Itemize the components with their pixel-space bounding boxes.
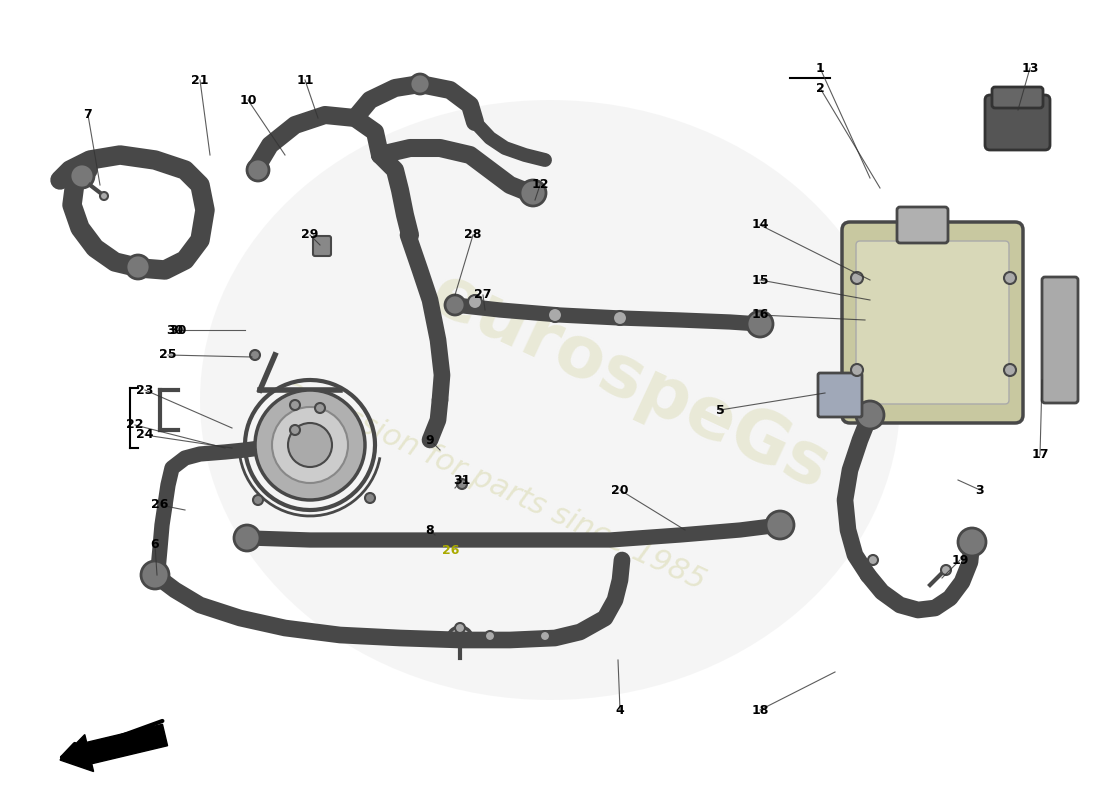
Ellipse shape <box>200 100 900 700</box>
Circle shape <box>856 401 884 429</box>
Circle shape <box>100 192 108 200</box>
FancyBboxPatch shape <box>1042 277 1078 403</box>
FancyBboxPatch shape <box>818 373 862 417</box>
Circle shape <box>288 423 332 467</box>
Text: 7: 7 <box>84 109 92 122</box>
Text: 30: 30 <box>166 323 184 337</box>
Circle shape <box>613 311 627 325</box>
Text: 25: 25 <box>160 349 177 362</box>
Text: 10: 10 <box>240 94 256 106</box>
Circle shape <box>290 400 300 410</box>
Text: eurospeGs: eurospeGs <box>420 260 840 505</box>
Circle shape <box>455 623 465 633</box>
Circle shape <box>1004 364 1016 376</box>
Circle shape <box>868 555 878 565</box>
Circle shape <box>548 308 562 322</box>
Circle shape <box>446 295 465 315</box>
FancyBboxPatch shape <box>842 222 1023 423</box>
Circle shape <box>250 350 260 360</box>
Text: 22: 22 <box>126 418 144 431</box>
Text: 13: 13 <box>1021 62 1038 74</box>
Text: 27: 27 <box>474 289 492 302</box>
Circle shape <box>70 164 94 188</box>
Text: 28: 28 <box>464 229 482 242</box>
Circle shape <box>141 561 169 589</box>
Circle shape <box>253 495 263 505</box>
Text: 23: 23 <box>136 383 154 397</box>
Circle shape <box>255 390 365 500</box>
Text: 3: 3 <box>976 483 984 497</box>
Text: 9: 9 <box>426 434 434 446</box>
Circle shape <box>766 511 794 539</box>
Circle shape <box>468 295 482 309</box>
Text: 5: 5 <box>716 403 725 417</box>
Text: 26: 26 <box>152 498 168 511</box>
FancyArrow shape <box>60 724 167 771</box>
FancyBboxPatch shape <box>984 95 1050 150</box>
Circle shape <box>410 74 430 94</box>
Circle shape <box>272 407 348 483</box>
Circle shape <box>851 272 864 284</box>
Text: 31: 31 <box>453 474 471 486</box>
Circle shape <box>851 364 864 376</box>
Text: 11: 11 <box>296 74 314 86</box>
Text: 12: 12 <box>531 178 549 191</box>
Circle shape <box>248 159 270 181</box>
Text: 1: 1 <box>815 62 824 74</box>
Text: 14: 14 <box>751 218 769 231</box>
Circle shape <box>126 255 150 279</box>
Circle shape <box>540 631 550 641</box>
Text: 15: 15 <box>751 274 769 286</box>
Text: a passion for parts since 1985: a passion for parts since 1985 <box>280 375 711 596</box>
Circle shape <box>1004 272 1016 284</box>
Text: 2: 2 <box>815 82 824 94</box>
Text: 21: 21 <box>191 74 209 86</box>
Circle shape <box>456 479 468 489</box>
FancyBboxPatch shape <box>314 236 331 256</box>
Circle shape <box>315 403 324 413</box>
Circle shape <box>520 180 546 206</box>
FancyBboxPatch shape <box>896 207 948 243</box>
Text: 24: 24 <box>136 429 154 442</box>
Text: 17: 17 <box>1032 449 1048 462</box>
Text: 8: 8 <box>426 523 434 537</box>
Text: 18: 18 <box>751 703 769 717</box>
Circle shape <box>747 311 773 337</box>
Circle shape <box>365 493 375 503</box>
FancyBboxPatch shape <box>856 241 1009 404</box>
Circle shape <box>940 565 952 575</box>
Text: 4: 4 <box>616 703 625 717</box>
Circle shape <box>485 631 495 641</box>
Circle shape <box>234 525 260 551</box>
Text: 19: 19 <box>952 554 969 566</box>
FancyBboxPatch shape <box>992 87 1043 108</box>
Text: 29: 29 <box>301 229 319 242</box>
Text: 20: 20 <box>612 483 629 497</box>
Text: 30: 30 <box>169 323 187 337</box>
Text: 26: 26 <box>442 543 460 557</box>
Circle shape <box>958 528 986 556</box>
Text: 6: 6 <box>151 538 160 551</box>
Text: 16: 16 <box>751 309 769 322</box>
Circle shape <box>290 425 300 435</box>
